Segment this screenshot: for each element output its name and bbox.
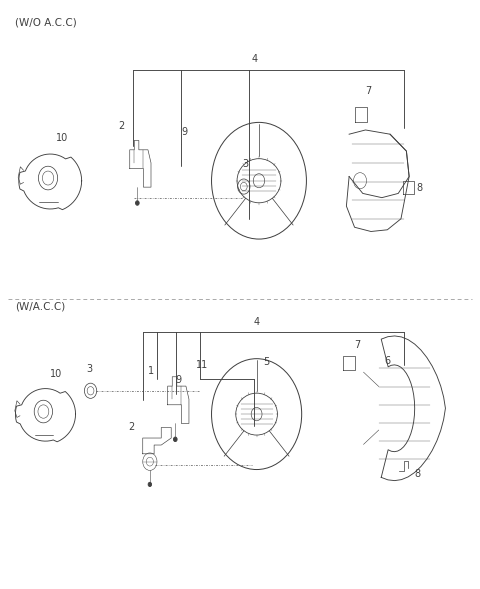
Text: 2: 2 bbox=[128, 422, 134, 432]
Text: 7: 7 bbox=[365, 86, 371, 96]
Text: 7: 7 bbox=[355, 340, 361, 350]
Text: (W/A.C.C): (W/A.C.C) bbox=[14, 302, 65, 312]
Text: 4: 4 bbox=[253, 317, 260, 326]
Circle shape bbox=[148, 482, 152, 487]
Text: 11: 11 bbox=[196, 360, 208, 370]
Text: 10: 10 bbox=[50, 369, 62, 379]
Text: 9: 9 bbox=[181, 127, 188, 137]
Text: 5: 5 bbox=[263, 358, 269, 368]
Text: 1: 1 bbox=[148, 366, 155, 376]
Circle shape bbox=[135, 201, 139, 205]
Text: 4: 4 bbox=[251, 54, 257, 64]
Text: (W/O A.C.C): (W/O A.C.C) bbox=[14, 17, 76, 27]
Circle shape bbox=[173, 437, 177, 442]
Text: 2: 2 bbox=[119, 121, 125, 131]
Text: 3: 3 bbox=[86, 365, 92, 375]
Text: 10: 10 bbox=[56, 133, 68, 143]
Text: 3: 3 bbox=[242, 159, 249, 169]
Text: 8: 8 bbox=[417, 183, 422, 193]
Text: 9: 9 bbox=[175, 375, 181, 385]
Text: 6: 6 bbox=[384, 356, 390, 366]
Text: 8: 8 bbox=[415, 469, 421, 479]
